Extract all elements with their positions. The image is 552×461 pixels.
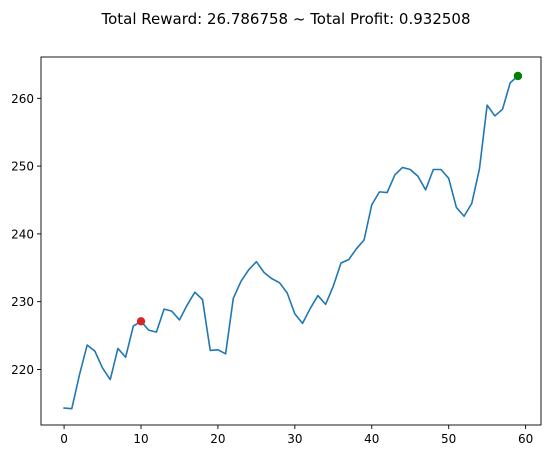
- x-tick-label: 60: [518, 432, 533, 446]
- start-marker: [136, 317, 146, 326]
- y-tick-label: 240: [11, 227, 34, 241]
- series-line-0: [63, 74, 520, 410]
- axes-frame: [40, 56, 542, 426]
- y-tick-label: 230: [11, 295, 34, 309]
- y-tick-label: 220: [11, 363, 34, 377]
- x-tick-label: 20: [210, 432, 225, 446]
- x-tick-label: 30: [287, 432, 302, 446]
- x-tick-label: 10: [133, 432, 148, 446]
- y-tick-label: 250: [11, 160, 34, 174]
- chart-title: Total Reward: 26.786758 ~ Total Profit: …: [100, 10, 470, 28]
- x-tick-label: 40: [364, 432, 379, 446]
- end-marker: [513, 71, 523, 81]
- plot-area: 0 10 20 30 40 50 60 220 230 240 250 260: [11, 56, 542, 446]
- x-tick-label: 0: [60, 432, 68, 446]
- y-tick-label: 260: [11, 92, 34, 106]
- x-tick-label: 50: [441, 432, 456, 446]
